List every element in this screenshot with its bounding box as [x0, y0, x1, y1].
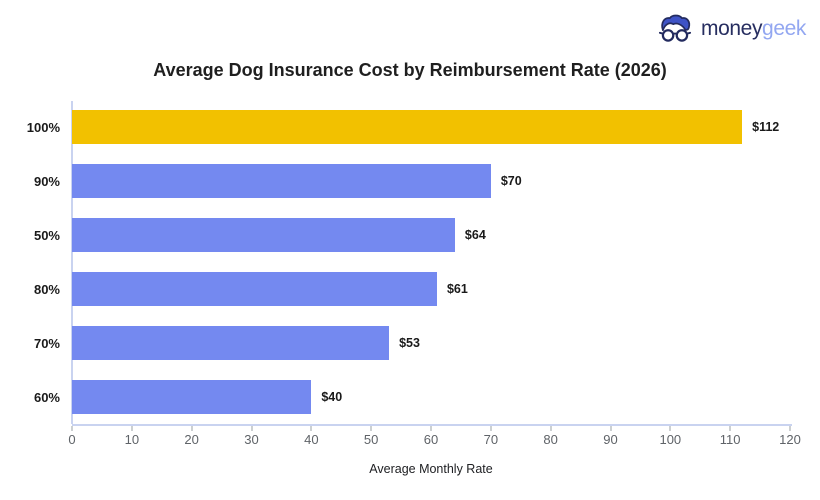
tick-label: 110	[719, 432, 741, 447]
category-label: 100%	[26, 119, 60, 135]
value-label: $61	[446, 282, 468, 296]
category-label: 90%	[33, 173, 60, 189]
bar[interactable]	[72, 164, 491, 198]
tick-mark	[550, 426, 552, 431]
value-label: $70	[500, 174, 522, 188]
bar-row: 100% $112	[0, 100, 820, 154]
tick-label: 90	[603, 432, 618, 447]
tick-label: 40	[304, 432, 319, 447]
value-label: $64	[464, 228, 486, 242]
bar-row: 70% $53	[0, 316, 820, 370]
tick-label: 120	[779, 432, 801, 447]
value-label: $53	[399, 336, 420, 350]
bar-track: $70	[72, 164, 790, 198]
brand-text-geek: geek	[762, 16, 806, 40]
bar-row: 90% $70	[0, 154, 820, 208]
tick-mark	[370, 426, 372, 431]
chart-title: Average Dog Insurance Cost by Reimbursem…	[153, 60, 667, 80]
bar-track: $53	[72, 326, 790, 360]
x-axis-line	[71, 424, 792, 431]
tick-mark	[729, 426, 731, 431]
tick-mark	[610, 426, 611, 431]
tick-label: 80	[543, 432, 558, 447]
y-axis-line	[71, 101, 73, 424]
tick-mark	[789, 426, 791, 431]
bar-rows: 100% $112 90% $70 50% $64 80% $61 70% $53 60% $40	[0, 100, 820, 424]
category-label: 50%	[33, 227, 60, 243]
tick-label: 100	[659, 432, 682, 447]
tick-label: 60	[423, 432, 439, 447]
category-label: 80%	[33, 281, 60, 297]
x-axis-label: Average Monthly Rate	[369, 462, 493, 476]
bar[interactable]	[72, 380, 312, 414]
bar[interactable]	[72, 326, 390, 360]
category-label: 60%	[33, 389, 60, 405]
brand-text: moneygeek	[701, 17, 806, 41]
brand-text-money: money	[701, 16, 763, 40]
tick-label: 0	[68, 432, 76, 447]
moneygeek-logo[interactable]: moneygeek	[656, 13, 806, 44]
tick-mark	[71, 426, 73, 431]
tick-label: 10	[124, 432, 140, 447]
value-label: $40	[321, 390, 343, 404]
x-axis-tick-labels: 0 10 20 30 40 50 60 70 80 90 100 110 120	[68, 430, 800, 448]
tick-mark	[310, 426, 312, 431]
bar-row: 80% $61	[0, 262, 820, 316]
bar[interactable]	[72, 218, 455, 252]
moneygeek-geek-face-icon	[656, 13, 694, 44]
tick-mark	[430, 426, 432, 431]
bar-track: $112	[72, 110, 790, 144]
bar[interactable]	[72, 272, 437, 306]
tick-mark	[131, 426, 133, 431]
tick-mark	[251, 426, 252, 431]
tick-mark	[490, 426, 492, 431]
tick-mark	[669, 426, 671, 431]
tick-label: 50	[363, 432, 379, 447]
category-label: 70%	[33, 335, 60, 351]
tick-label: 70	[483, 432, 499, 447]
bar-track: $61	[72, 272, 790, 306]
bar-row: 50% $64	[0, 208, 820, 262]
bar-track: $64	[72, 218, 790, 252]
value-label: $112	[752, 120, 780, 134]
tick-mark	[191, 426, 193, 431]
bar-track: $40	[72, 380, 790, 414]
bar[interactable]	[72, 110, 743, 144]
bar-row: 60% $40	[0, 370, 820, 424]
bar-chart: 100% $112 90% $70 50% $64 80% $61 70% $53 60% $40 0…	[0, 100, 820, 476]
tick-label: 20	[184, 432, 199, 447]
tick-label: 30	[244, 432, 259, 447]
